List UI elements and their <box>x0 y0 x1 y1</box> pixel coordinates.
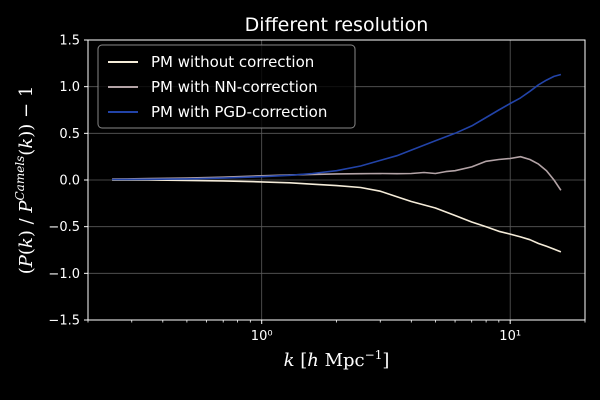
y-tick-label: −1.5 <box>48 314 80 329</box>
x-axis-label-open: [ <box>295 350 308 371</box>
y-axis-label-pk1: ( <box>16 248 37 255</box>
x-tick-label: 10⁰ <box>251 329 273 344</box>
y-axis-label-pk2: ( <box>16 149 37 156</box>
tick-layer: −1.5 −1.0 −0.5 0.0 0.5 1.0 1.5 10⁰ 10¹ <box>48 34 586 344</box>
chart-title: Different resolution <box>245 14 429 36</box>
y-tick-label: 0.5 <box>59 127 80 142</box>
legend-label-pm-pgd-correction: PM with PGD-correction <box>151 103 327 121</box>
y-axis-label-k1: k <box>16 237 37 248</box>
y-tick-label: 1.5 <box>59 34 80 49</box>
y-tick-label: −0.5 <box>48 220 80 235</box>
x-axis-label-close: ] <box>382 350 389 371</box>
x-axis-label-unit: Mpc <box>319 350 365 371</box>
y-tick-label: 0.0 <box>59 174 80 189</box>
series-layer <box>112 73 562 253</box>
legend-box <box>97 44 356 129</box>
legend-label-pm-without-correction: PM without correction <box>151 53 314 71</box>
y-axis-label-k2: k <box>16 138 37 149</box>
y-axis-label-close: )) − 1 <box>16 86 37 138</box>
x-axis-label: k [h Mpc−1] <box>284 348 390 371</box>
y-tick-label: −1.0 <box>48 267 80 282</box>
y-axis-label-open: ( <box>16 267 37 274</box>
y-axis-label-div: ) / <box>16 213 37 238</box>
legend-label-pm-nn-correction: PM with NN-correction <box>151 78 318 96</box>
y-axis-label-p2: P <box>16 200 37 214</box>
x-axis-label-exp: −1 <box>365 348 383 362</box>
y-axis-label: (P(k) / PCamels(k)) − 1 <box>13 86 37 275</box>
x-axis-label-k: k <box>284 350 295 371</box>
series-line-2 <box>112 73 562 181</box>
y-axis-label-p1: P <box>16 254 37 268</box>
x-tick-label: 10¹ <box>499 329 521 344</box>
series-line-0 <box>112 179 562 253</box>
x-axis-label-h: h <box>307 350 319 371</box>
series-line-1 <box>112 155 562 191</box>
legend: PM without correction PM with NN-correct… <box>97 44 356 129</box>
y-axis-label-camels: Camels <box>13 156 27 201</box>
y-tick-label: 1.0 <box>59 80 80 95</box>
